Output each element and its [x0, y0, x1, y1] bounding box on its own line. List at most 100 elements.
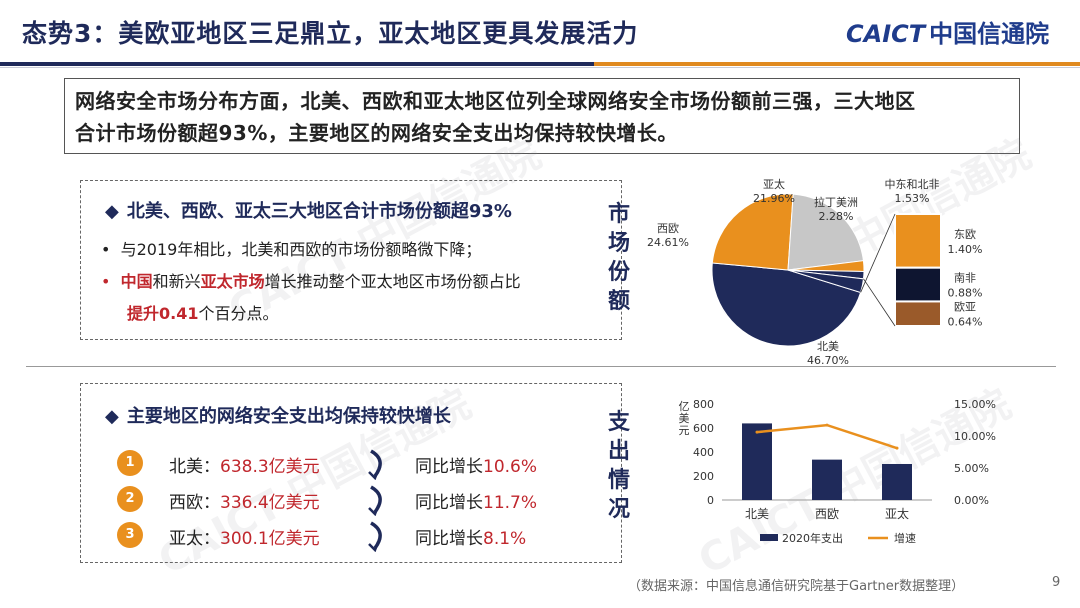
x-tick-label: 亚太	[885, 506, 909, 521]
spend-row: 2 西欧：336.4亿美元 同比增长11.7%	[117, 484, 597, 516]
pie-label: 亚太	[763, 178, 785, 191]
bullet-2-t2: 增长推动整个亚太地区市场份额占比	[264, 272, 521, 291]
spending-panel: ◆ 主要地区的网络安全支出均保持较快增长 1 北美：638.3亿美元 同比增长10…	[80, 383, 622, 563]
pie-label: 中东和北非	[885, 178, 940, 191]
y-tick-label: 0	[707, 494, 714, 507]
breakout-segment-南非	[894, 266, 942, 303]
header-rule	[0, 62, 1080, 66]
row-growth: 同比增长10.6%	[415, 457, 538, 477]
bullet-dot-icon: •	[101, 240, 111, 259]
y-tick-label: 400	[693, 446, 714, 459]
row-number-badge: 3	[117, 522, 143, 548]
y2-tick-label: 10.00%	[954, 430, 996, 443]
pie-slice-亚太	[787, 193, 864, 271]
intro-line-1: 网络安全市场分布方面，北美、西欧和亚太地区位列全球网络安全市场份额前三强，三大地…	[75, 89, 916, 113]
share-heading-text: 北美、西欧、亚太三大地区合计市场份额超93%	[126, 201, 512, 222]
spend-row: 1 北美：638.3亿美元 同比增长10.6%	[117, 448, 597, 480]
pie-label: 拉丁美洲	[814, 195, 858, 209]
bullet-2-cont: 提升0.41个百分点。	[127, 299, 279, 329]
y2-tick-label: 15.00%	[954, 398, 996, 411]
pie-value: 46.70%	[807, 354, 849, 365]
bar-北美	[742, 423, 772, 500]
bullet-dot-icon: •	[101, 272, 111, 291]
y-axis-label: 元	[679, 424, 690, 437]
spending-side-label: 支 出 情 况	[606, 408, 632, 524]
growth-point	[755, 430, 759, 434]
row-growth: 同比增长8.1%	[415, 529, 527, 549]
bullet-2-t3: 个百分点。	[198, 304, 279, 323]
side-char: 情	[607, 468, 630, 493]
market-share-side-label: 市 场 份 额	[606, 200, 632, 316]
caict-logo: CAICT 中国信通院	[846, 14, 1049, 49]
breakout-segment-东欧	[894, 213, 942, 269]
side-char: 出	[607, 439, 630, 464]
bullet-1: • 与2019年相比，北美和西欧的市场份额略微下降；	[101, 235, 481, 265]
row-region: 西欧：336.4亿美元	[169, 493, 320, 513]
share-heading: ◆ 北美、西欧、亚太三大地区合计市场份额超93%	[105, 197, 512, 223]
y-tick-label: 200	[693, 470, 714, 483]
breakout-connector	[860, 213, 896, 293]
side-char: 额	[607, 289, 630, 314]
side-char: 份	[607, 260, 630, 285]
side-char: 支	[607, 410, 630, 435]
spend-heading: ◆ 主要地区的网络安全支出均保持较快增长	[105, 402, 451, 428]
intro-box: 网络安全市场分布方面，北美、西欧和亚太地区位列全球网络安全市场份额前三强，三大地…	[64, 78, 1020, 154]
breakout-value: 0.88%	[948, 287, 983, 300]
row-amount: 300.1亿美元	[220, 529, 320, 549]
page-number: 9	[1052, 575, 1061, 590]
pie-slice-西欧	[711, 193, 794, 271]
row-growth-value: 8.1%	[483, 529, 527, 549]
bullet-2-up: 提升0.41	[127, 304, 199, 323]
breakout-segment-欧亚	[894, 300, 942, 328]
growth-line	[756, 423, 898, 450]
diamond-icon: ◆	[105, 201, 119, 222]
side-char: 况	[607, 497, 630, 522]
bullet-1-text: 与2019年相比，北美和西欧的市场份额略微下降；	[120, 240, 482, 259]
breakout-label: 东欧	[954, 228, 976, 241]
market-share-panel: ◆ 北美、西欧、亚太三大地区合计市场份额超93% • 与2019年相比，北美和西欧…	[80, 180, 622, 340]
curved-arrow-icon	[368, 521, 382, 552]
legend-label-line: 增速	[894, 531, 916, 545]
data-source: （数据来源：中国信息通信研究院基于Gartner数据整理）	[628, 579, 965, 594]
row-growth-value: 10.6%	[483, 457, 538, 477]
bullet-2-china: 中国	[120, 272, 153, 291]
logo-cn: 中国信通院	[929, 20, 1050, 48]
intro-line-2: 合计市场份额超93%，主要地区的网络安全支出均保持较快增长。	[75, 121, 678, 145]
y-axis-label: 美	[679, 412, 690, 425]
legend-label-bar: 2020年支出	[782, 531, 843, 545]
row-region: 亚太：300.1亿美元	[169, 529, 320, 549]
bullet-2: • 中国和新兴亚太市场增长推动整个亚太地区市场份额占比	[101, 267, 601, 297]
header-rule-thin	[0, 67, 1080, 68]
row-number-badge: 1	[117, 450, 143, 476]
pie-value: 24.61%	[647, 236, 689, 249]
pie-label: 北美	[817, 340, 839, 353]
breakout-value: 1.40%	[948, 243, 983, 256]
side-char: 市	[607, 202, 630, 227]
x-tick-label: 西欧	[815, 507, 839, 521]
spending-bar-chart: 亿美元 0 200 400 600 800 0.00% 5.00% 10.00% 15.00% 北美…	[679, 398, 996, 545]
spend-heading-text: 主要地区的网络安全支出均保持较快增长	[126, 406, 451, 427]
page-title: 态势3：美欧亚地区三足鼎立，亚太地区更具发展活力	[22, 19, 639, 48]
row-growth: 同比增长11.7%	[415, 493, 538, 513]
pie-label: 西欧	[657, 222, 679, 235]
y-tick-label: 600	[693, 422, 714, 435]
pie-value: 21.96%	[753, 192, 795, 205]
y-tick-label: 800	[693, 398, 714, 411]
y-axis-label: 亿	[679, 400, 690, 413]
spend-row: 3 亚太：300.1亿美元 同比增长8.1%	[117, 520, 597, 552]
pie-value: 2.28%	[819, 210, 854, 223]
y2-tick-label: 5.00%	[954, 462, 989, 475]
row-region: 北美：638.3亿美元	[169, 457, 320, 477]
bar-亚太	[882, 463, 912, 500]
row-growth-value: 11.7%	[483, 493, 538, 513]
diamond-icon: ◆	[105, 406, 119, 427]
curved-arrow-icon	[368, 449, 382, 480]
bar-西欧	[812, 459, 842, 500]
logo-en: CAICT	[846, 20, 926, 48]
growth-point	[825, 423, 829, 427]
curved-arrow-icon	[368, 485, 382, 516]
row-number-badge: 2	[117, 486, 143, 512]
row-amount: 336.4亿美元	[220, 493, 320, 513]
bullet-2-t1: 和新兴	[152, 272, 201, 291]
